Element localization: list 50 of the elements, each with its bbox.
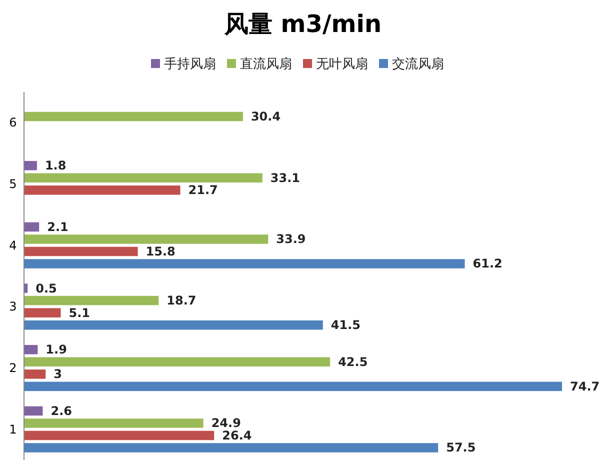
bar	[24, 418, 204, 428]
data-label: 57.5	[446, 440, 476, 455]
bar	[24, 370, 46, 379]
y-tick-label: 4	[9, 238, 17, 252]
y-tick-label: 1	[9, 422, 17, 436]
y-tick-label: 6	[9, 116, 17, 130]
legend-label: 手持风扇	[164, 56, 216, 72]
bar	[24, 222, 40, 232]
data-label: 2.6	[50, 404, 72, 418]
bar	[24, 430, 214, 440]
data-label: 30.4	[250, 110, 281, 124]
data-label: 15.8	[146, 244, 176, 258]
bar	[24, 259, 465, 268]
bar	[24, 173, 262, 182]
data-label: 3	[54, 367, 62, 382]
y-tick-label: 3	[9, 300, 17, 314]
bar	[24, 357, 330, 366]
data-label: 26.4	[222, 428, 252, 442]
data-label: 42.5	[338, 354, 368, 369]
bar	[24, 186, 180, 195]
y-tick-label: 2	[9, 361, 17, 375]
data-label: 61.2	[472, 256, 502, 271]
bar	[24, 382, 562, 392]
data-label: 33.9	[276, 232, 306, 246]
bar	[24, 296, 159, 306]
bar	[24, 443, 438, 452]
bar	[24, 112, 243, 122]
data-label: 5.1	[68, 306, 90, 320]
bar	[24, 246, 138, 256]
bar	[24, 320, 323, 330]
legend-label: 无叶风扇	[316, 56, 368, 72]
bar	[24, 406, 43, 416]
data-label: 41.5	[330, 318, 360, 332]
y-tick-label: 5	[9, 177, 17, 191]
data-label: 2.1	[47, 220, 68, 234]
data-label: 21.7	[188, 183, 218, 198]
data-label: 33.1	[270, 170, 300, 185]
data-label: 1.8	[44, 158, 66, 173]
bar	[24, 234, 268, 244]
data-label: 1.9	[46, 342, 67, 357]
bar	[24, 344, 38, 354]
legend-label: 直流风扇	[240, 56, 292, 72]
bar	[24, 160, 37, 170]
data-label: 0.5	[36, 281, 57, 296]
data-label: 24.9	[211, 416, 241, 430]
legend-label: 交流风扇	[392, 56, 444, 72]
chart-title: 风量 m3/min	[223, 10, 382, 38]
data-label: 74.7	[570, 379, 600, 394]
bar	[24, 308, 61, 318]
data-label: 18.7	[166, 294, 196, 308]
